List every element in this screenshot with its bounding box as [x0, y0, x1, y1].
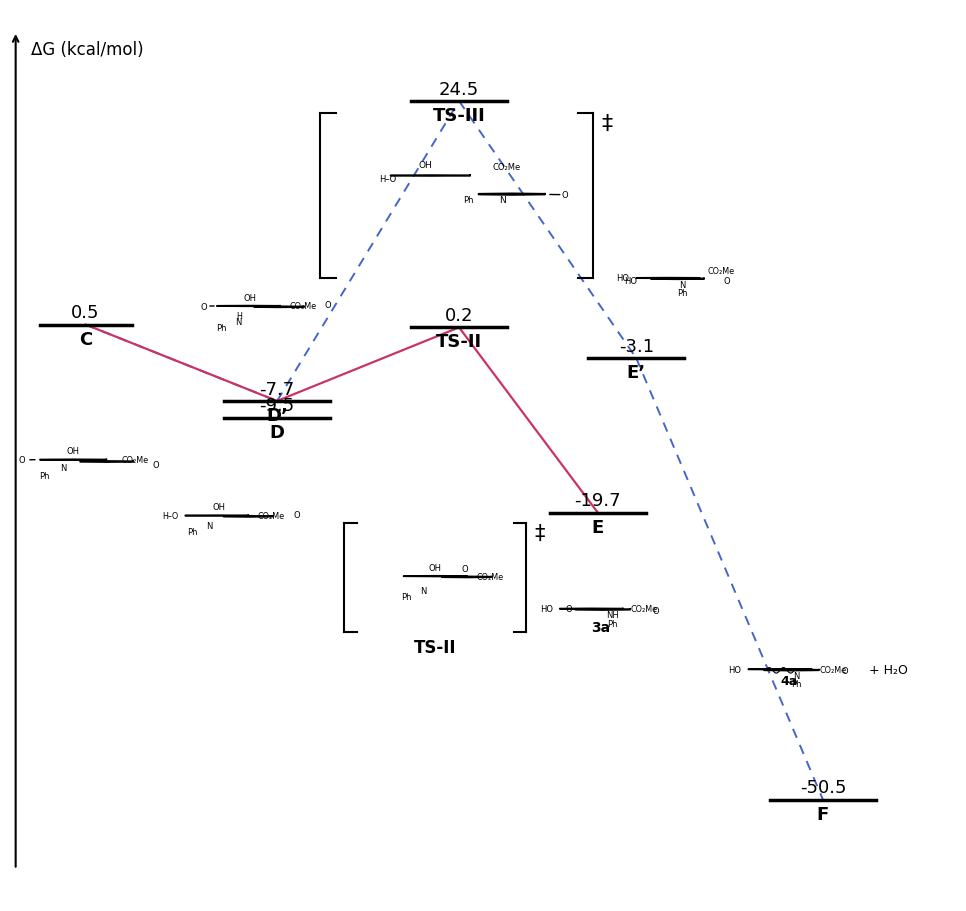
- Text: OH: OH: [429, 563, 441, 572]
- Text: Ph: Ph: [187, 527, 198, 537]
- Text: CO₂Me: CO₂Me: [631, 604, 658, 613]
- Text: CO₂Me: CO₂Me: [493, 163, 521, 172]
- Text: N: N: [793, 671, 799, 680]
- Text: Ph: Ph: [401, 593, 412, 601]
- Text: O: O: [724, 277, 730, 286]
- Text: Ph: Ph: [40, 472, 49, 481]
- Text: HO: HO: [616, 274, 630, 283]
- Text: H–O: H–O: [162, 511, 179, 520]
- Text: E’: E’: [627, 363, 646, 382]
- Text: 24.5: 24.5: [439, 81, 479, 98]
- Text: OH: OH: [243, 293, 257, 302]
- Text: O: O: [294, 510, 300, 519]
- Text: C: C: [79, 331, 92, 348]
- Text: N: N: [236, 317, 242, 326]
- Text: E: E: [592, 518, 604, 537]
- Text: CO₂Me: CO₂Me: [707, 267, 734, 275]
- Text: N: N: [420, 586, 427, 595]
- Text: O: O: [652, 606, 659, 615]
- Text: -9.5: -9.5: [260, 397, 295, 415]
- Text: 3a: 3a: [591, 620, 611, 634]
- Text: 4a: 4a: [781, 674, 798, 687]
- Text: H–O: H–O: [380, 175, 397, 184]
- Text: H: H: [236, 312, 242, 321]
- Text: N: N: [498, 196, 505, 204]
- Text: Ph: Ph: [791, 680, 802, 689]
- Text: 0.5: 0.5: [71, 304, 99, 322]
- Text: CO₂Me: CO₂Me: [258, 511, 285, 520]
- Text: CO₂Me: CO₂Me: [476, 572, 503, 581]
- Text: $\ddagger$: $\ddagger$: [601, 114, 613, 134]
- Text: 0.2: 0.2: [444, 307, 473, 324]
- Text: D: D: [270, 424, 285, 441]
- Text: -50.5: -50.5: [800, 779, 846, 796]
- Text: TS-III: TS-III: [433, 107, 486, 125]
- Text: TS-II: TS-II: [436, 333, 482, 351]
- Text: OH: OH: [67, 446, 79, 456]
- Text: NH: NH: [606, 610, 618, 619]
- Text: OH: OH: [418, 161, 433, 170]
- Text: TS-II: TS-II: [413, 638, 456, 656]
- Text: O: O: [201, 302, 207, 312]
- Text: O: O: [561, 191, 568, 200]
- Text: O: O: [566, 604, 573, 613]
- Text: HO: HO: [728, 665, 742, 674]
- Text: O: O: [153, 460, 159, 469]
- Text: Ph: Ph: [607, 619, 617, 629]
- Text: CO₂Me: CO₂Me: [290, 302, 317, 311]
- Text: -3.1: -3.1: [618, 337, 654, 355]
- Text: Ph: Ph: [677, 289, 688, 298]
- Text: Ph: Ph: [216, 323, 227, 333]
- Text: HO: HO: [624, 277, 638, 286]
- Text: O: O: [462, 565, 469, 574]
- Text: O: O: [18, 456, 25, 465]
- Text: D’: D’: [267, 406, 288, 425]
- Text: CO₂Me: CO₂Me: [819, 665, 846, 674]
- Text: -19.7: -19.7: [575, 492, 621, 510]
- Text: CO₂Me: CO₂Me: [121, 456, 148, 465]
- Text: HO: HO: [540, 604, 553, 613]
- Text: N: N: [60, 464, 67, 473]
- Text: + H₂O: + H₂O: [869, 663, 908, 676]
- Text: F: F: [817, 805, 829, 823]
- Text: OH: OH: [213, 503, 225, 512]
- Text: -7.7: -7.7: [260, 380, 295, 398]
- Text: O: O: [325, 302, 331, 310]
- Text: ΔG (kcal/mol): ΔG (kcal/mol): [31, 41, 144, 59]
- Text: O: O: [841, 667, 848, 676]
- Text: N: N: [206, 521, 213, 530]
- Text: N: N: [679, 281, 686, 290]
- Text: Ph: Ph: [464, 196, 474, 205]
- Text: $\ddagger$: $\ddagger$: [534, 524, 546, 544]
